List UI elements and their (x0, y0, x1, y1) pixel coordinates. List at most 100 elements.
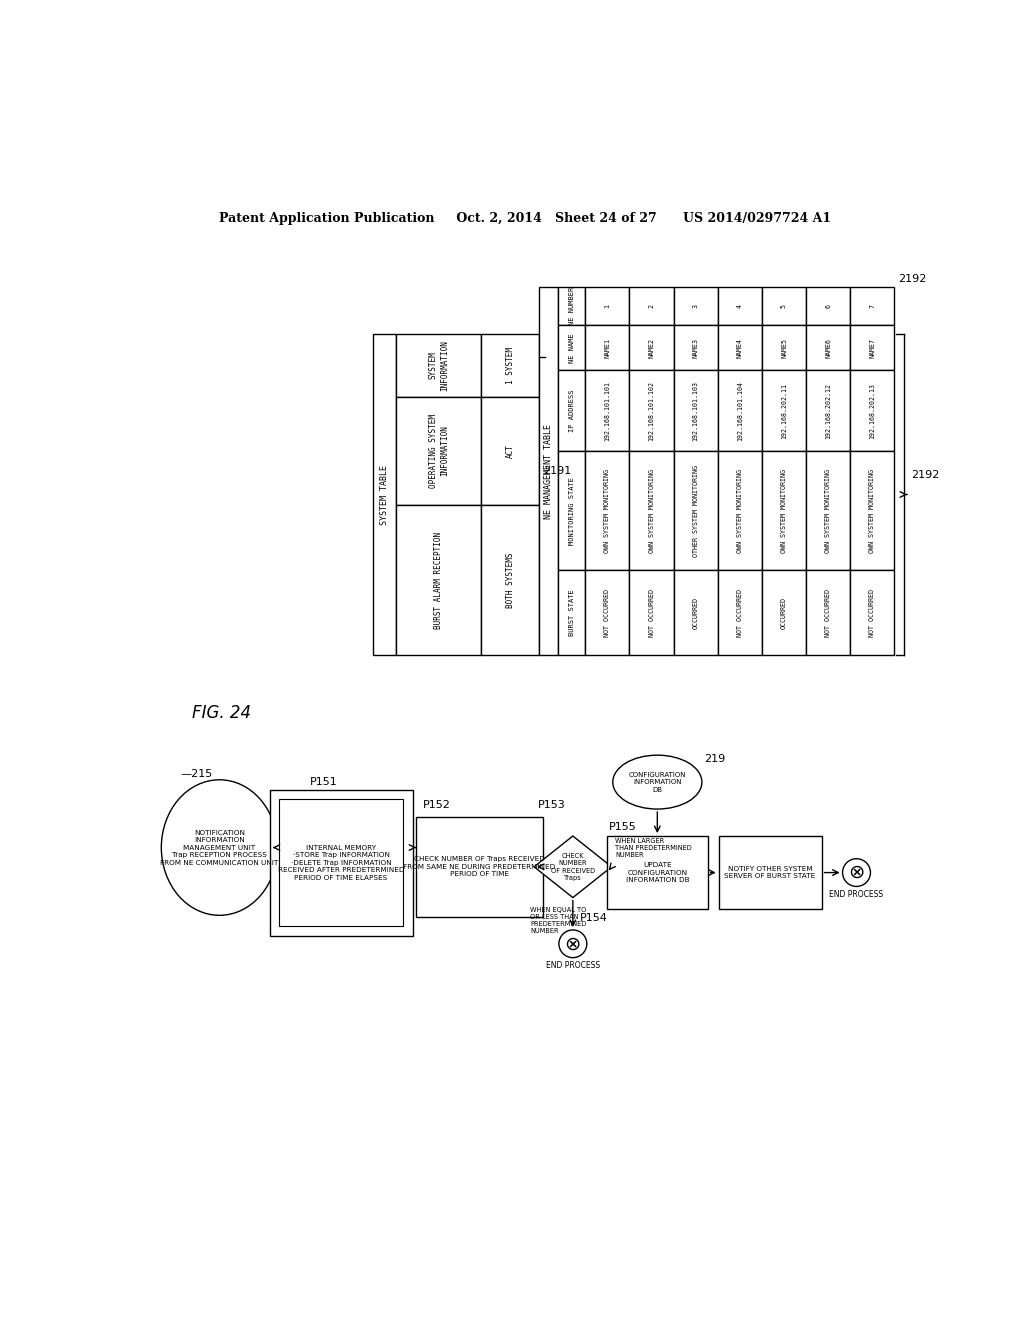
Bar (762, 286, 806, 326)
Bar (718, 370, 762, 451)
Text: ⊗: ⊗ (848, 863, 864, 882)
Bar (270, 789, 414, 936)
Bar (481, 334, 539, 397)
Text: SYSTEM
INFORMATION: SYSTEM INFORMATION (429, 341, 449, 391)
Polygon shape (535, 836, 611, 898)
Bar (539, 286, 558, 655)
Bar (558, 286, 586, 326)
Bar (630, 451, 674, 570)
Text: NAME7: NAME7 (869, 338, 876, 358)
Text: OWN SYSTEM MONITORING: OWN SYSTEM MONITORING (781, 469, 787, 553)
Text: P153: P153 (538, 800, 565, 810)
Bar (718, 326, 762, 370)
Text: NE NUMBER: NE NUMBER (568, 288, 574, 325)
Text: NAME4: NAME4 (737, 338, 742, 358)
Text: P155: P155 (608, 822, 636, 832)
Bar (718, 286, 762, 326)
Text: NOTIFICATION
INFORMATION
MANAGEMENT UNIT
Trap RECEPTION PROCESS
FROM NE COMMUNIC: NOTIFICATION INFORMATION MANAGEMENT UNIT… (161, 829, 279, 866)
Text: NAME1: NAME1 (604, 338, 610, 358)
Bar (630, 570, 674, 655)
Text: Patent Application Publication     Oct. 2, 2014   Sheet 24 of 27      US 2014/02: Patent Application Publication Oct. 2, 2… (219, 213, 830, 224)
Text: 3: 3 (692, 304, 698, 309)
Text: NOT OCCURRED: NOT OCCURRED (648, 589, 654, 636)
Circle shape (843, 859, 870, 887)
Bar (280, 799, 403, 927)
Bar (806, 570, 850, 655)
Bar (396, 397, 481, 504)
Bar (718, 570, 762, 655)
Text: NOTIFY OTHER SYSTEM
SERVER OF BURST STATE: NOTIFY OTHER SYSTEM SERVER OF BURST STAT… (724, 866, 816, 879)
Text: 5: 5 (781, 304, 787, 309)
Bar (850, 286, 895, 326)
Bar (850, 370, 895, 451)
Text: 1: 1 (604, 304, 610, 309)
Text: —215: —215 (180, 770, 213, 779)
Bar (850, 570, 895, 655)
Bar (558, 570, 586, 655)
Text: CHECK
NUMBER
OF RECEIVED
Traps: CHECK NUMBER OF RECEIVED Traps (551, 853, 595, 880)
Bar (762, 370, 806, 451)
Text: 4: 4 (737, 304, 742, 309)
Text: NAME2: NAME2 (648, 338, 654, 358)
Ellipse shape (612, 755, 701, 809)
Text: WHEN LARGER
THAN PREDETERMINED
NUMBER: WHEN LARGER THAN PREDETERMINED NUMBER (615, 838, 692, 858)
Bar (674, 570, 718, 655)
Bar (850, 451, 895, 570)
Circle shape (559, 929, 587, 958)
Text: NE MANAGEMENT TABLE: NE MANAGEMENT TABLE (544, 424, 553, 519)
Text: NOT OCCURRED: NOT OCCURRED (825, 589, 831, 636)
Text: 192.168.202.11: 192.168.202.11 (781, 383, 787, 438)
Bar (806, 286, 850, 326)
Text: INTERNAL MEMORY
·STORE Trap INFORMATION
·DELETE Trap INFORMATION
RECEIVED AFTER : INTERNAL MEMORY ·STORE Trap INFORMATION … (278, 845, 404, 880)
Bar (558, 451, 586, 570)
Bar (762, 451, 806, 570)
Bar (481, 397, 539, 504)
Text: FIG. 24: FIG. 24 (191, 704, 251, 722)
Bar (481, 506, 539, 655)
Text: NOT OCCURRED: NOT OCCURRED (604, 589, 610, 636)
Text: 219: 219 (703, 754, 725, 764)
Text: NOT OCCURRED: NOT OCCURRED (869, 589, 876, 636)
Bar (718, 451, 762, 570)
Text: 192.168.101.101: 192.168.101.101 (604, 380, 610, 441)
Text: OWN SYSTEM MONITORING: OWN SYSTEM MONITORING (825, 469, 831, 553)
Text: UPDATE
CONFIGURATION
INFORMATION DB: UPDATE CONFIGURATION INFORMATION DB (626, 862, 689, 883)
Bar (586, 286, 630, 326)
Bar (558, 326, 586, 370)
Bar (586, 451, 630, 570)
Text: ⊗: ⊗ (564, 935, 581, 953)
Bar (373, 334, 396, 655)
Bar (806, 451, 850, 570)
Bar (558, 370, 586, 451)
Text: 192.168.101.102: 192.168.101.102 (648, 380, 654, 441)
Text: MONITORING STATE: MONITORING STATE (568, 477, 574, 545)
Text: OWN SYSTEM MONITORING: OWN SYSTEM MONITORING (737, 469, 742, 553)
Bar (674, 370, 718, 451)
Text: NAME5: NAME5 (781, 338, 787, 358)
Text: 192.168.101.103: 192.168.101.103 (692, 380, 698, 441)
Text: CONFIGURATION
INFORMATION
DB: CONFIGURATION INFORMATION DB (629, 772, 686, 792)
Text: CHECK NUMBER OF Traps RECEIVED
FROM SAME NE DURING PREDETERMINED
PERIOD OF TIME: CHECK NUMBER OF Traps RECEIVED FROM SAME… (403, 857, 556, 878)
Bar (417, 817, 543, 917)
Text: 1 SYSTEM: 1 SYSTEM (506, 347, 515, 384)
Text: END PROCESS: END PROCESS (829, 890, 884, 899)
Text: BURST ALARM RECEPTION: BURST ALARM RECEPTION (434, 532, 443, 628)
Text: 2192: 2192 (898, 275, 927, 284)
Bar (396, 506, 481, 655)
Text: OWN SYSTEM MONITORING: OWN SYSTEM MONITORING (648, 469, 654, 553)
Text: NAME6: NAME6 (825, 338, 831, 358)
Bar (607, 836, 708, 909)
Text: 2: 2 (648, 304, 654, 309)
Bar (586, 370, 630, 451)
Text: OWN SYSTEM MONITORING: OWN SYSTEM MONITORING (869, 469, 876, 553)
Text: 192.168.101.104: 192.168.101.104 (737, 380, 742, 441)
Text: BOTH SYSTEMS: BOTH SYSTEMS (506, 552, 515, 607)
Bar (850, 326, 895, 370)
Text: OCCURRED: OCCURRED (692, 597, 698, 628)
Bar (630, 326, 674, 370)
Bar (762, 570, 806, 655)
Bar (806, 326, 850, 370)
Bar (674, 326, 718, 370)
Bar (630, 370, 674, 451)
Bar (719, 836, 821, 909)
